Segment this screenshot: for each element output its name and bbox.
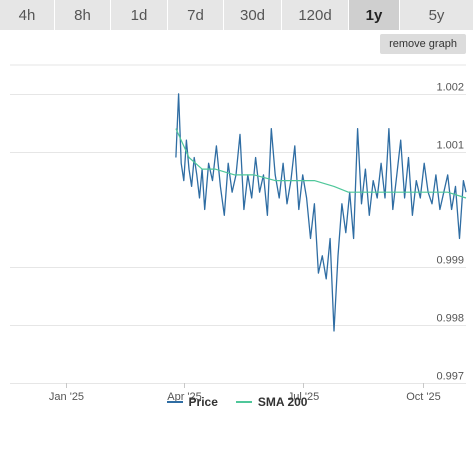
tab-1y[interactable]: 1y [349,0,400,30]
tab-30d[interactable]: 30d [224,0,282,30]
x-tick-label: Apr '25 [167,391,202,403]
y-tick-label: 1.002 [436,82,464,94]
legend-item-price[interactable]: Price [166,395,218,409]
tab-120d[interactable]: 120d [282,0,349,30]
sma-200-series-line [175,128,467,199]
legend-item-sma[interactable]: SMA 200 [235,395,308,409]
y-tick-label: 0.999 [436,255,464,267]
tab-7d[interactable]: 7d [168,0,224,30]
x-tick-label: Jul '25 [288,391,319,403]
y-tick-label: 0.998 [436,313,464,325]
legend-swatch-sma [235,401,252,403]
remove-graph-button[interactable]: remove graph [380,34,466,54]
tab-8h[interactable]: 8h [55,0,111,30]
legend-label-sma: SMA 200 [257,395,308,409]
tab-1d[interactable]: 1d [111,0,168,30]
tab-5y[interactable]: 5y [400,0,474,30]
timeframe-tabs: 4h 8h 1d 7d 30d 120d 1y 5y [0,0,474,30]
x-tick-label: Jan '25 [49,391,84,403]
chart-legend: Price SMA 200 [0,393,474,411]
price-series-line [175,93,467,332]
y-tick-label: 1.001 [436,140,464,152]
y-tick-label: 0.997 [436,371,464,383]
legend-swatch-price [166,401,183,403]
legend-label-price: Price [188,395,218,409]
tab-4h[interactable]: 4h [0,0,55,30]
x-tick-label: Oct '25 [406,391,441,403]
